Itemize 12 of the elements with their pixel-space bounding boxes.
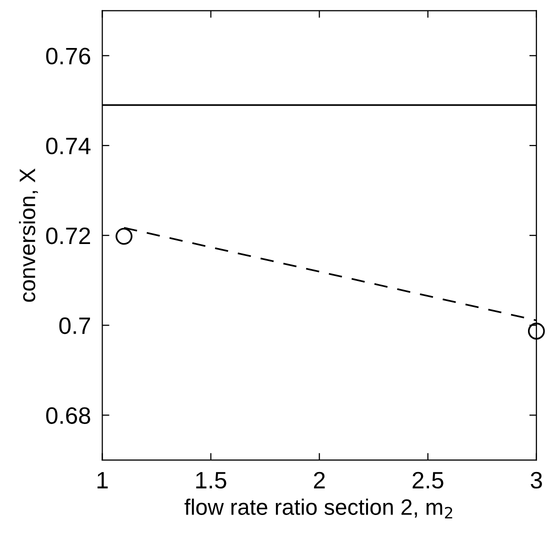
y-tick-label: 0.72 — [46, 227, 90, 244]
y-tick-label: 0.68 — [46, 407, 90, 424]
y-tick-label: 0.74 — [46, 138, 91, 154]
x-tick-label: 1.5 — [196, 472, 226, 489]
x-tick-label: 2.5 — [412, 472, 444, 489]
x-tick-label: 1 — [98, 472, 108, 488]
x-axis-title: flow rate ratio section 2, m$_{2}$ — [184, 498, 452, 518]
x-tick-label: 2 — [314, 472, 325, 488]
y-axis-title: conversion, X — [18, 168, 38, 302]
y-tick-label: 0.7 — [59, 317, 90, 334]
y-tick-label: 0.76 — [46, 48, 90, 64]
x-tick-label: 3 — [530, 472, 542, 489]
